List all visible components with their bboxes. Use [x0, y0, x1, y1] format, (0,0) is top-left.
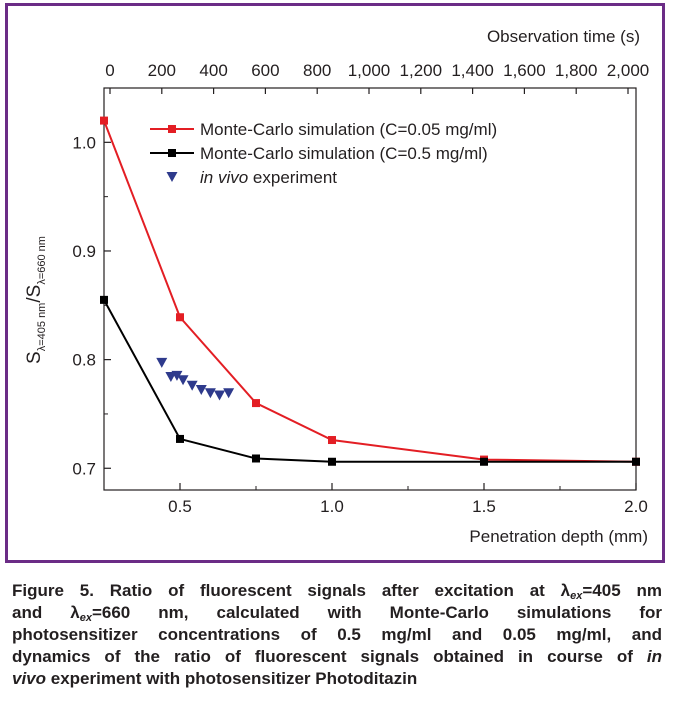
legend: Monte-Carlo simulation (C=0.05 mg/ml) Mon… [150, 120, 497, 187]
data-point [204, 388, 216, 399]
caption-text-5: experiment with photosensitizer Photodit… [50, 669, 418, 688]
top-tick-label: 800 [303, 61, 331, 80]
caption-line-5: vivo experiment with photosensitizer Pho… [12, 668, 662, 690]
y-tick-label: 1.0 [72, 133, 96, 152]
top-tick-label: 1,000 [348, 61, 391, 80]
top-tick-label: 1,200 [400, 61, 443, 80]
top-axis-label: Observation time (s) [487, 27, 640, 46]
caption-vivo: vivo [12, 669, 47, 688]
caption-label: Figure 5. [12, 581, 94, 600]
legend-label: Monte-Carlo simulation (C=0.5 mg/ml) [200, 144, 488, 163]
data-point [632, 457, 640, 466]
top-tick-label: 600 [251, 61, 279, 80]
y-label-slash: / [24, 297, 45, 303]
series-1 [100, 295, 640, 466]
y-tick-label: 0.9 [72, 242, 96, 261]
caption-line-3: photosensitizer concentrations of 0.5 mg… [12, 625, 662, 644]
y-label-s2: S [24, 285, 45, 298]
legend-marker [168, 125, 176, 133]
series-line [103, 120, 637, 463]
data-point [480, 457, 488, 466]
data-point [252, 399, 260, 408]
legend-marker [166, 172, 178, 182]
top-tick-label: 1,800 [555, 61, 598, 80]
caption-eq405: =405 nm [582, 581, 662, 600]
legend-label-rest: experiment [248, 168, 337, 187]
data-point [171, 370, 183, 381]
x-tick-label: 1.5 [472, 497, 496, 516]
legend-label: in vivo experiment [200, 168, 337, 187]
top-tick-label: 1,400 [451, 61, 494, 80]
caption-text-1: Ratio of fluorescent signals after excit… [109, 581, 545, 600]
top-tick-label: 2,000 [607, 61, 650, 80]
top-tick-label: 400 [199, 61, 227, 80]
series-layer [100, 116, 640, 466]
x-axis-label: Penetration depth (mm) [469, 527, 648, 546]
data-point [214, 390, 226, 401]
x-tick-label: 2.0 [624, 497, 648, 516]
caption-ex-2: ex [79, 612, 92, 624]
data-point [100, 116, 108, 125]
data-point [252, 454, 260, 463]
legend-marker [168, 149, 176, 157]
legend-label: Monte-Carlo simulation (C=0.05 mg/ml) [200, 120, 497, 139]
data-point [176, 434, 184, 443]
y-tick-label: 0.7 [72, 459, 96, 478]
data-point [156, 357, 168, 368]
y-label-sub1: λ=405 nm [36, 303, 48, 352]
caption-and: and [12, 603, 43, 622]
plot-frame [103, 87, 637, 491]
caption-line-1: Figure 5. Ratio of fluorescent signals a… [12, 580, 662, 602]
caption-lambda-1: λ [560, 581, 571, 600]
caption-line-4: dynamics of the ratio of fluorescent sig… [12, 646, 662, 668]
y-label-s1: S [24, 351, 45, 364]
caption-line-2: and λex=660 nm, calculated with Monte-Ca… [12, 602, 662, 624]
data-point [176, 313, 184, 322]
y-tick-label: 0.8 [72, 351, 96, 370]
series-0 [100, 116, 640, 466]
figure-frame [5, 3, 665, 563]
caption-text-4: dynamics of the ratio of fluorescent sig… [12, 647, 633, 666]
data-point [177, 375, 189, 386]
y-label-sub2: λ=660 nm [36, 236, 48, 285]
top-tick-label: 1,600 [503, 61, 546, 80]
caption-eq660: =660 nm, calculated with Monte-Carlo sim… [91, 603, 662, 622]
top-tick-label: 200 [148, 61, 176, 80]
chart: 0.5 1.0 1.5 2.0 0.7 0.8 0.9 1.0 0 200 400 600 800 1,0… [24, 27, 649, 546]
axes: 0.5 1.0 1.5 2.0 0.7 0.8 0.9 1.0 0 200 400 600 800 1,0… [72, 61, 649, 516]
top-tick-label: 0 [105, 61, 114, 80]
caption-lambda-2: λ [70, 603, 80, 622]
data-point [328, 457, 336, 466]
series-line [103, 299, 636, 463]
data-point [195, 385, 207, 396]
y-axis-label: Sλ=405 nm/Sλ=660 nm [24, 236, 48, 364]
data-point [328, 436, 336, 445]
series-2 [156, 357, 235, 401]
data-point [186, 380, 198, 391]
data-point [223, 388, 235, 399]
x-tick-label: 0.5 [168, 497, 192, 516]
caption-in: in [646, 647, 662, 666]
data-point [100, 295, 108, 304]
x-tick-label: 1.0 [320, 497, 344, 516]
figure-caption: Figure 5. Ratio of fluorescent signals a… [12, 580, 662, 690]
legend-label-italic: in vivo [200, 168, 248, 187]
caption-ex-1: ex [570, 590, 583, 602]
